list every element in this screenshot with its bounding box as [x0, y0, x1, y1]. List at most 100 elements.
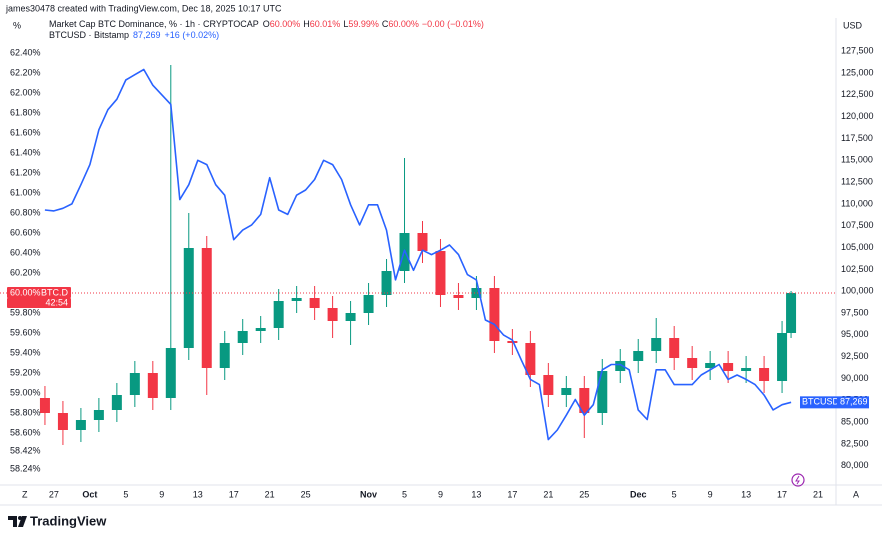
series-name-tag: BTCUSD: [802, 397, 840, 407]
y2-tick-label: 117,500: [841, 133, 873, 143]
timezone-button[interactable]: Z: [22, 489, 28, 499]
brand-name: TradingView: [30, 513, 107, 528]
y2-tick-label: 120,000: [841, 111, 874, 121]
x-tick-label: 13: [193, 489, 203, 499]
legend-value: 59.99%: [348, 19, 379, 29]
y2-tick-label: 80,000: [841, 460, 869, 470]
right-unit: USD: [843, 20, 863, 30]
x-tick-label: 17: [229, 489, 239, 499]
legend-value: 60.01%: [310, 19, 341, 29]
y-tick-label: 58.60%: [10, 427, 41, 437]
x-tick-label: 25: [579, 489, 589, 499]
series-name-tag-bg: [800, 396, 837, 409]
candle-body: [39, 398, 50, 413]
candle-body: [111, 395, 122, 410]
x-tick-label: 5: [672, 489, 677, 499]
y-tick-label: 62.20%: [10, 67, 41, 77]
y2-tick-label: 97,500: [841, 307, 869, 317]
y-tick-label: 62.40%: [10, 47, 41, 57]
y-tick-label: 60.80%: [10, 207, 41, 217]
candle-body: [615, 361, 626, 371]
candle-body: [273, 301, 284, 328]
candle-body: [183, 248, 194, 348]
legend-row: Market Cap BTC Dominance, % · 1h · CRYPT…: [49, 19, 484, 29]
auto-scale-button[interactable]: A: [853, 489, 859, 499]
y2-tick-label: 122,500: [841, 89, 874, 99]
candle-body: [435, 251, 446, 295]
candle-body: [417, 233, 428, 251]
countdown-label: 42:54: [45, 297, 68, 307]
legend-change: −0.00 (−0.01%): [422, 19, 484, 29]
alert-icon[interactable]: [791, 473, 805, 487]
y2-tick-label: 125,000: [841, 67, 874, 77]
logo-shape: [8, 516, 17, 527]
y2-tick-label: 82,500: [841, 438, 869, 448]
candle-body: [597, 371, 608, 413]
candle-body: [579, 388, 590, 413]
x-tick-label: 27: [49, 489, 59, 499]
x-tick-label: 17: [507, 489, 517, 499]
candle-body: [669, 338, 680, 358]
legend-key: O: [263, 19, 270, 29]
legend-value: 87,269: [133, 30, 161, 40]
left-unit: %: [13, 20, 21, 30]
y-tick-label: 59.00%: [10, 387, 41, 397]
candle-body: [165, 348, 176, 398]
candle-body: [777, 333, 788, 381]
legend-title: Market Cap BTC Dominance, % · 1h · CRYPT…: [49, 19, 259, 29]
x-tick-label: 9: [708, 489, 713, 499]
legend-key: L: [343, 19, 348, 29]
y2-tick-label: 95,000: [841, 329, 869, 339]
candle-body: [219, 343, 230, 368]
y-tick-label: 60.20%: [10, 267, 41, 277]
candle-body: [786, 293, 797, 333]
candle-body: [255, 328, 266, 331]
y-tick-label: 61.00%: [10, 187, 41, 197]
y2-tick-label: 107,500: [841, 220, 874, 230]
y-tick-label: 59.40%: [10, 347, 41, 357]
candle-body: [651, 338, 662, 351]
plot-area: [0, 65, 836, 445]
candle-body: [129, 373, 140, 395]
x-tick-label: Dec: [630, 489, 647, 499]
price-line: [44, 68, 792, 441]
y2-tick-label: 92,500: [841, 351, 869, 361]
x-tick-label: 21: [543, 489, 553, 499]
legend-row: BTCUSD · Bitstamp 87,269 +16 (+0.02%): [49, 30, 219, 40]
y-tick-label: 61.80%: [10, 107, 41, 117]
candle-body: [201, 248, 212, 368]
candle-body: [93, 410, 104, 420]
candle-body: [543, 375, 554, 395]
y-tick-label: 60.60%: [10, 227, 41, 237]
y-tick-label: 59.20%: [10, 367, 41, 377]
y2-tick-label: 112,500: [841, 176, 873, 186]
candle-body: [741, 368, 752, 371]
x-tick-label: 9: [159, 489, 164, 499]
brand-logo: [8, 516, 27, 527]
candle-body: [327, 308, 338, 321]
credit: james30478 created with TradingView.com,…: [5, 3, 282, 13]
candle-body: [345, 313, 356, 321]
y2-tick-label: 100,000: [841, 286, 874, 296]
x-tick-label: 17: [777, 489, 787, 499]
y-tick-label: 58.80%: [10, 407, 41, 417]
legend-value: 60.00%: [270, 19, 301, 29]
candle-body: [705, 363, 716, 368]
y2-tick-label: 127,500: [841, 46, 874, 56]
candle-body: [687, 358, 698, 368]
candle-body: [471, 288, 482, 298]
last-price-label: 87,269: [840, 397, 868, 407]
x-tick-label: 5: [402, 489, 407, 499]
candle-body: [291, 298, 302, 301]
logo-shape: [18, 516, 27, 527]
candle-body: [633, 351, 644, 361]
x-tick-label: 13: [471, 489, 481, 499]
last-price-tag: [7, 287, 71, 298]
legend-change: +16 (+0.02%): [165, 30, 220, 40]
x-tick-label: 21: [265, 489, 275, 499]
legend-title: BTCUSD · Bitstamp: [49, 30, 129, 40]
legend-key: C: [382, 19, 389, 29]
alert-icon-ring: [791, 473, 805, 487]
candle-body: [525, 343, 536, 375]
